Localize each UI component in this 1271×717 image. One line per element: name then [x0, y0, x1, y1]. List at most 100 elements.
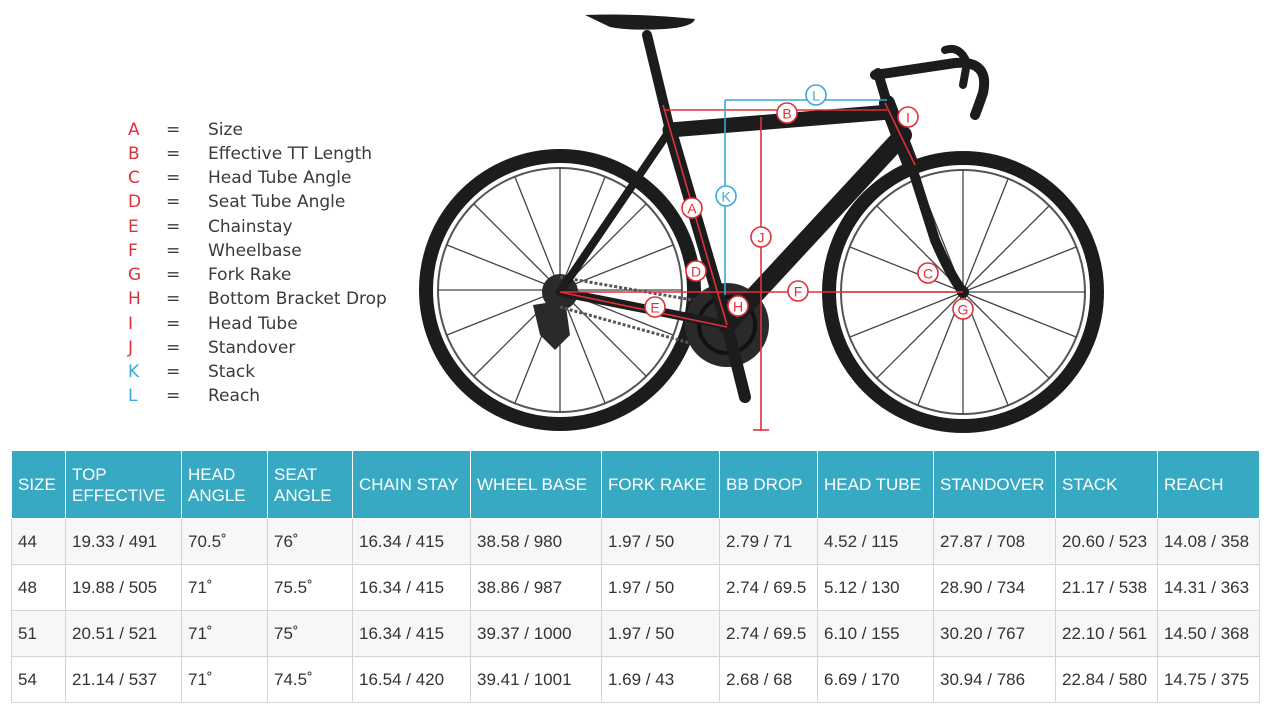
header-line-1: TOP: [72, 464, 107, 484]
table-cell: 71˚: [181, 656, 268, 703]
table-cell: 75.5˚: [267, 564, 353, 611]
column-header-wheel-base: WHEEL BASE: [470, 450, 602, 519]
marker-l-label: L: [812, 88, 820, 104]
table-row: 54 21.14 / 537 71˚ 74.5˚ 16.54 / 420 39.…: [11, 656, 1260, 703]
legend-equals: =: [166, 289, 181, 309]
table-cell: 21.17 / 538: [1055, 564, 1158, 611]
legend-label: Head Tube: [208, 314, 298, 334]
table-cell: 75˚: [267, 610, 353, 657]
table-cell: 20.60 / 523: [1055, 518, 1158, 565]
marker-i: I: [897, 106, 919, 128]
header-line-2: ANGLE: [188, 485, 246, 505]
legend-letter: L: [128, 386, 138, 406]
rear-wheel: [419, 149, 701, 431]
table-row: 51 20.51 / 521 71˚ 75˚ 16.34 / 415 39.37…: [11, 610, 1260, 657]
header-line-1: STANDOVER: [940, 475, 1045, 494]
legend-letter: K: [128, 362, 140, 382]
legend-label: Reach: [208, 386, 261, 406]
marker-e-label: E: [650, 300, 659, 316]
table-cell: 16.34 / 415: [352, 610, 471, 657]
table-cell: 30.94 / 786: [933, 656, 1056, 703]
table-cell: 5.12 / 130: [817, 564, 934, 611]
table-cell: 6.10 / 155: [817, 610, 934, 657]
legend-label: Seat Tube Angle: [208, 192, 346, 212]
table-cell: 27.87 / 708: [933, 518, 1056, 565]
table-cell: 2.74 / 69.5: [719, 564, 818, 611]
legend-equals: =: [166, 386, 181, 406]
legend-label: Fork Rake: [208, 265, 292, 285]
header-line-1: FORK RAKE: [608, 475, 707, 494]
marker-j-label: J: [758, 230, 765, 246]
table-cell: 1.97 / 50: [601, 564, 720, 611]
table-header-row: SIZE TOP EFFECTIVE HEAD ANGLE SEAT ANGLE CH…: [11, 450, 1260, 519]
header-line-2: EFFECTIVE: [72, 485, 166, 505]
marker-f-label: F: [794, 284, 803, 300]
legend-letter: D: [128, 192, 142, 212]
legend-letter: G: [128, 265, 142, 285]
legend-label: Size: [208, 120, 243, 140]
header-line-1: REACH: [1164, 475, 1224, 494]
table-cell: 1.97 / 50: [601, 518, 720, 565]
legend-letter: H: [128, 289, 141, 309]
column-header-chain-stay: CHAIN STAY: [352, 450, 471, 519]
table-cell: 44: [11, 518, 66, 565]
table-cell: 70.5˚: [181, 518, 268, 565]
column-header-fork-rake: FORK RAKE: [601, 450, 720, 519]
header-line-1: SIZE: [18, 475, 56, 494]
table-cell: 39.37 / 1000: [470, 610, 602, 657]
legend-equals: =: [166, 362, 181, 382]
table-cell: 21.14 / 537: [65, 656, 182, 703]
table-cell: 16.34 / 415: [352, 518, 471, 565]
legend-label: Bottom Bracket Drop: [208, 289, 387, 309]
column-header-bb-drop: BB DROP: [719, 450, 818, 519]
table-cell: 14.50 / 368: [1157, 610, 1260, 657]
header-line-1: SEAT: [274, 464, 318, 484]
table-cell: 2.68 / 68: [719, 656, 818, 703]
table-cell: 76˚: [267, 518, 353, 565]
legend-letter: A: [128, 120, 140, 140]
marker-b-label: B: [782, 106, 791, 122]
table-cell: 1.69 / 43: [601, 656, 720, 703]
header-line-1: HEAD: [188, 464, 236, 484]
table-cell: 4.52 / 115: [817, 518, 934, 565]
legend-equals: =: [166, 168, 181, 188]
legend-label: Effective TT Length: [208, 144, 373, 164]
marker-j: J: [750, 226, 772, 248]
marker-h: H: [727, 295, 749, 317]
marker-l: L: [805, 84, 827, 106]
legend-letter: C: [128, 168, 140, 188]
table-cell: 71˚: [181, 610, 268, 657]
marker-a: A: [681, 197, 703, 219]
legend-letter: B: [128, 144, 140, 164]
table-cell: 51: [11, 610, 66, 657]
header-line-1: STACK: [1062, 475, 1118, 494]
table-cell: 2.79 / 71: [719, 518, 818, 565]
bike-geometry-diagram: A B C D E F G H I J K L: [419, 14, 1104, 433]
legend-equals: =: [166, 144, 181, 164]
table-row: 48 19.88 / 505 71˚ 75.5˚ 16.34 / 415 38.…: [11, 564, 1260, 611]
table-cell: 48: [11, 564, 66, 611]
table-cell: 6.69 / 170: [817, 656, 934, 703]
legend-equals: =: [166, 241, 181, 261]
legend-label: Chainstay: [208, 217, 293, 237]
column-header-head-angle: HEAD ANGLE: [181, 450, 268, 519]
legend-equals: =: [166, 265, 181, 285]
column-header-seat-angle: SEAT ANGLE: [267, 450, 353, 519]
marker-e: E: [644, 296, 666, 318]
table-cell: 16.34 / 415: [352, 564, 471, 611]
table-cell: 71˚: [181, 564, 268, 611]
marker-d-label: D: [691, 264, 701, 280]
legend-label: Head Tube Angle: [208, 168, 352, 188]
table-cell: 54: [11, 656, 66, 703]
marker-k: K: [715, 185, 737, 207]
marker-f: F: [787, 280, 809, 302]
marker-d: D: [685, 260, 707, 282]
table-cell: 1.97 / 50: [601, 610, 720, 657]
table-cell: 74.5˚: [267, 656, 353, 703]
header-line-2: ANGLE: [274, 485, 332, 505]
marker-b: B: [776, 102, 798, 124]
table-cell: 19.88 / 505: [65, 564, 182, 611]
marker-c: C: [917, 262, 939, 284]
legend-letter: E: [128, 217, 139, 237]
marker-g: G: [952, 298, 974, 320]
